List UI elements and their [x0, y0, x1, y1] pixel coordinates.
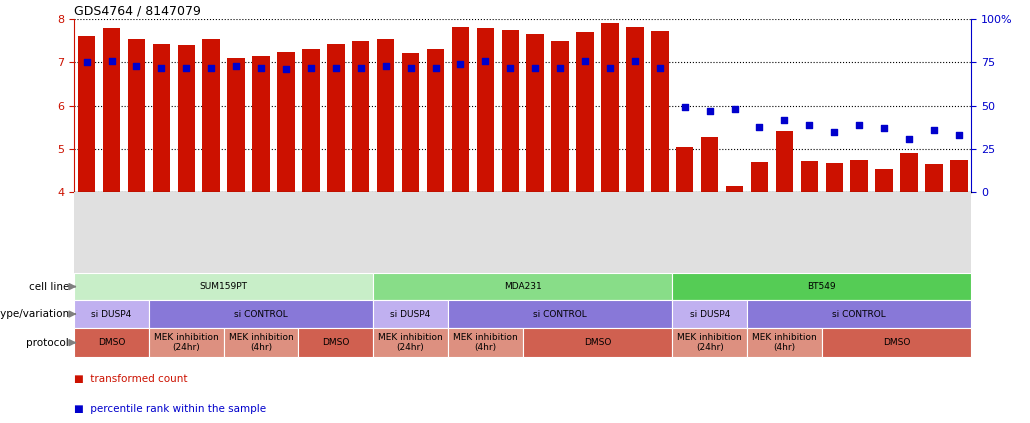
Point [278, 66, 295, 73]
Bar [825, 163, 843, 192]
Text: DMSO: DMSO [883, 338, 911, 347]
Bar [302, 49, 319, 192]
Bar [726, 186, 744, 192]
Point [103, 57, 119, 64]
Text: MEK inhibition
(4hr): MEK inhibition (4hr) [752, 333, 817, 352]
Point [926, 126, 942, 133]
Point [452, 61, 469, 68]
Text: si CONTROL: si CONTROL [534, 310, 587, 319]
Bar [602, 22, 619, 192]
Bar [751, 162, 768, 192]
Text: SUM159PT: SUM159PT [200, 282, 247, 291]
Bar [252, 56, 270, 192]
Text: DMSO: DMSO [584, 338, 611, 347]
Point [228, 63, 244, 69]
Bar [700, 137, 718, 192]
Text: MEK inhibition
(4hr): MEK inhibition (4hr) [229, 333, 294, 352]
Bar [577, 32, 593, 192]
Point [78, 59, 95, 66]
Bar [526, 34, 544, 192]
Text: DMSO: DMSO [98, 338, 126, 347]
Bar [203, 38, 220, 192]
Point [652, 64, 668, 71]
Bar [551, 41, 569, 192]
Bar [651, 31, 668, 192]
Point [777, 116, 793, 123]
Point [328, 64, 344, 71]
Bar [950, 160, 967, 192]
Point [153, 64, 170, 71]
Point [502, 64, 518, 71]
Point [726, 106, 743, 113]
Bar [78, 36, 96, 192]
Bar [352, 41, 370, 192]
Bar [377, 38, 394, 192]
Bar [452, 27, 469, 192]
Text: si DUSP4: si DUSP4 [689, 310, 729, 319]
Bar [876, 169, 893, 192]
Bar [900, 154, 918, 192]
Point [303, 64, 319, 71]
Bar [925, 164, 942, 192]
Text: MDA231: MDA231 [504, 282, 542, 291]
Text: cell line: cell line [29, 282, 69, 291]
Text: MEK inhibition
(24hr): MEK inhibition (24hr) [678, 333, 742, 352]
Bar [426, 49, 444, 192]
Point [602, 64, 618, 71]
Point [951, 132, 967, 139]
Text: protocol: protocol [26, 338, 69, 348]
Bar [177, 45, 195, 192]
Bar [402, 53, 419, 192]
Text: BT549: BT549 [808, 282, 836, 291]
Point [876, 125, 892, 132]
Bar [676, 147, 693, 192]
Point [203, 64, 219, 71]
Text: si CONTROL: si CONTROL [832, 310, 886, 319]
Point [701, 107, 718, 114]
Point [826, 129, 843, 135]
Bar [277, 52, 295, 192]
Text: MEK inhibition
(24hr): MEK inhibition (24hr) [153, 333, 218, 352]
Text: GDS4764 / 8147079: GDS4764 / 8147079 [74, 5, 201, 18]
Point [377, 63, 393, 69]
Point [427, 64, 444, 71]
Text: ■  percentile rank within the sample: ■ percentile rank within the sample [74, 404, 267, 414]
Point [751, 123, 767, 130]
Text: ■  transformed count: ■ transformed count [74, 374, 187, 385]
Point [851, 121, 867, 128]
Point [527, 64, 544, 71]
Point [128, 63, 144, 69]
Bar [851, 160, 868, 192]
Text: MEK inhibition
(24hr): MEK inhibition (24hr) [378, 333, 443, 352]
Bar [228, 58, 245, 192]
Bar [776, 131, 793, 192]
Bar [502, 30, 519, 192]
Point [477, 57, 493, 64]
Point [577, 57, 593, 64]
Point [626, 57, 643, 64]
Point [352, 64, 369, 71]
Point [252, 64, 269, 71]
Bar [152, 44, 170, 192]
Bar [626, 27, 644, 192]
Text: MEK inhibition
(4hr): MEK inhibition (4hr) [453, 333, 518, 352]
Text: si CONTROL: si CONTROL [234, 310, 288, 319]
Text: si DUSP4: si DUSP4 [390, 310, 431, 319]
Point [677, 104, 693, 111]
Point [552, 64, 569, 71]
Point [901, 135, 918, 142]
Bar [128, 38, 145, 192]
Text: si DUSP4: si DUSP4 [92, 310, 132, 319]
Bar [103, 28, 121, 192]
Bar [800, 161, 818, 192]
Text: genotype/variation: genotype/variation [0, 309, 69, 319]
Point [801, 121, 818, 128]
Bar [328, 44, 345, 192]
Text: DMSO: DMSO [322, 338, 349, 347]
Point [403, 64, 419, 71]
Point [178, 64, 195, 71]
Bar [477, 28, 494, 192]
